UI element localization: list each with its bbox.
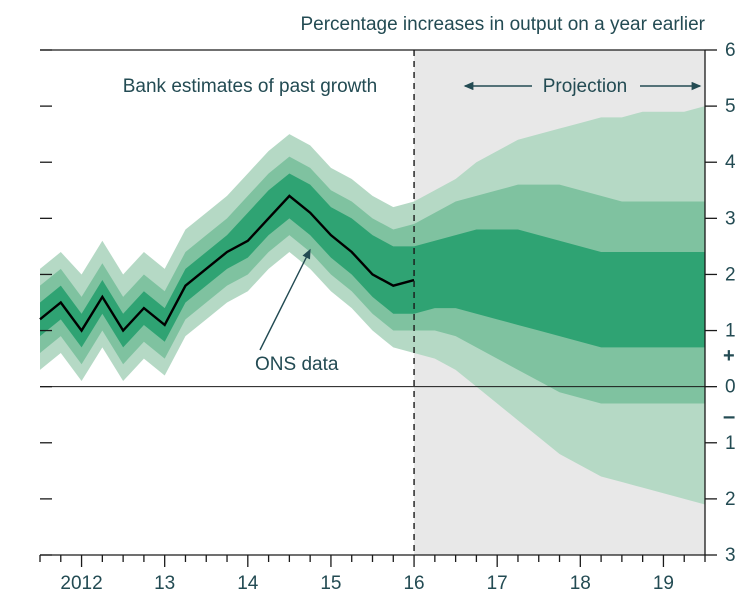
xtick-label: 17 xyxy=(487,573,508,594)
ytick-label: 5 xyxy=(725,96,736,117)
chart-title: Percentage increases in output on a year… xyxy=(300,14,705,35)
ytick-label: 1 xyxy=(725,321,736,342)
ytick-label: 0 xyxy=(725,377,736,398)
xtick-label: 19 xyxy=(653,573,674,594)
label-past-growth: Bank estimates of past growth xyxy=(123,76,378,97)
xtick-label: 14 xyxy=(237,573,259,594)
ytick-label: 2 xyxy=(725,489,736,510)
ytick-label: 3 xyxy=(725,208,736,229)
xtick-label: 15 xyxy=(320,573,341,594)
label-ons-data: ONS data xyxy=(255,354,339,375)
label-projection: Projection xyxy=(543,76,628,97)
xtick-label: 18 xyxy=(570,573,591,594)
minus-sign: – xyxy=(723,404,735,429)
ytick-label: 6 xyxy=(725,40,736,61)
ytick-label: 4 xyxy=(725,152,736,173)
ytick-label: 2 xyxy=(725,264,736,285)
ytick-label: 1 xyxy=(725,433,736,454)
ytick-label: 3 xyxy=(725,545,736,566)
xtick-label: 16 xyxy=(403,573,424,594)
plus-sign: + xyxy=(723,345,735,367)
fan-chart: 3 2 1 0 1 2 3 4 5 6 + – 2012 13 14 15 16 17 18 19 Percentage… xyxy=(0,0,754,616)
chart-svg: 3 2 1 0 1 2 3 4 5 6 + – 2012 13 14 15 16 17 18 19 Percentage… xyxy=(0,0,754,616)
xtick-label: 13 xyxy=(154,573,175,594)
xtick-label: 2012 xyxy=(60,573,102,594)
